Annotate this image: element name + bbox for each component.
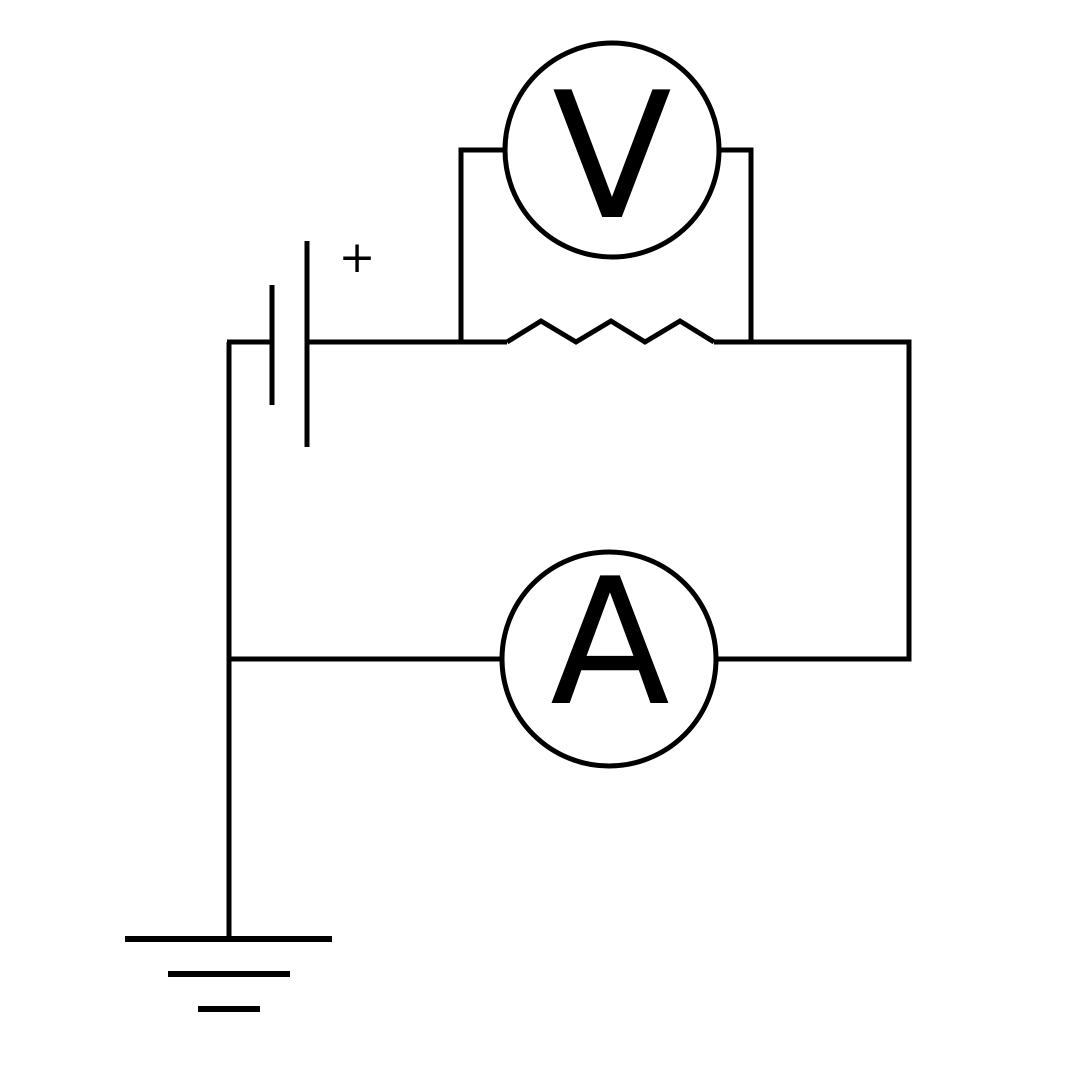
resistor-zigzag bbox=[505, 318, 716, 345]
resistor bbox=[505, 318, 716, 345]
battery-plus-sign: + bbox=[339, 232, 376, 283]
wire-voltmeter-right bbox=[719, 147, 754, 342]
ground-symbol bbox=[125, 936, 332, 1012]
wire-voltmeter-left bbox=[458, 147, 504, 342]
voltmeter-label: V bbox=[552, 56, 672, 259]
ammeter: A bbox=[499, 542, 719, 769]
voltmeter: V bbox=[502, 40, 722, 260]
wires bbox=[226, 147, 912, 940]
voltmeter-circle bbox=[502, 40, 722, 260]
ammeter-label: A bbox=[550, 542, 670, 745]
battery: + bbox=[269, 232, 376, 447]
wire-resistor-to-right bbox=[714, 339, 912, 662]
ammeter-circle bbox=[499, 549, 719, 769]
